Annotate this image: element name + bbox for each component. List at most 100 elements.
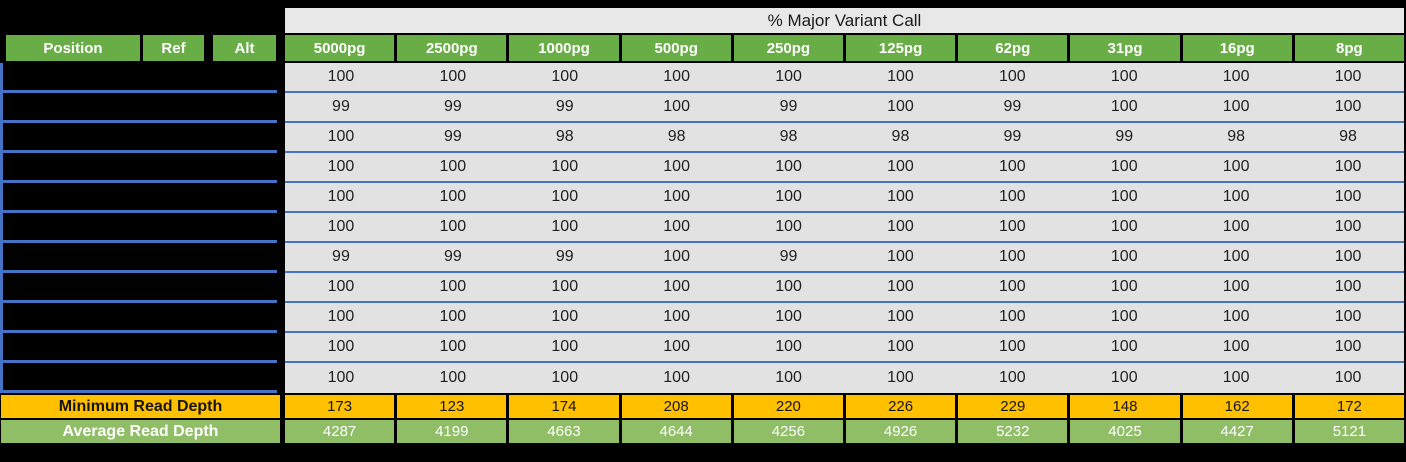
percent-variant-data-grid: 100 100 100 100 100 100 100 100 100 100 99 99 99 100 9… (285, 63, 1404, 393)
percent-value-cell: 100 (998, 308, 1026, 325)
percent-value-cell: 100 (887, 248, 914, 265)
percent-value-cell: 99 (332, 248, 350, 265)
percent-value-cell: 100 (1222, 278, 1250, 295)
percent-value-cell: 100 (327, 308, 355, 325)
percent-value-cell: 100 (1334, 98, 1362, 115)
column-header-16pg: 16pg (1182, 35, 1292, 61)
percent-value-cell: 100 (1334, 278, 1362, 295)
avg-read-depth-cell: 5121 (1294, 420, 1404, 443)
variant-row-11: 100 100 100 100 100 100 100 100 100 100 (285, 363, 1404, 393)
percent-value-cell: 99 (443, 98, 462, 115)
percent-value-cell: 100 (1334, 338, 1362, 355)
percent-value-cell: 100 (1110, 68, 1138, 85)
redacted-row (3, 123, 277, 153)
variant-row-6: 100 100 100 100 100 100 100 100 100 100 (285, 213, 1404, 243)
column-header-5000pg: 5000pg (285, 35, 395, 61)
avg-read-depth-cell: 4427 (1182, 420, 1292, 443)
column-header-2500pg: 2500pg (397, 35, 507, 61)
percent-value-cell: 100 (998, 338, 1026, 355)
percent-value-cell: 100 (887, 68, 914, 85)
percent-value-cell: 100 (1222, 68, 1250, 85)
column-header-62pg: 62pg (958, 35, 1068, 61)
percent-value-cell: 100 (1222, 308, 1250, 325)
min-read-depth-cell: 173 (285, 395, 395, 418)
percent-value-cell: 100 (887, 338, 914, 355)
minimum-read-depth-row: 173 123 174 208 220 226 229 148 162 172 (285, 395, 1404, 418)
variant-row-10: 100 100 100 100 100 100 100 100 100 100 (285, 333, 1404, 363)
percent-value-cell: 100 (998, 218, 1026, 235)
percent-value-cell: 100 (775, 218, 802, 235)
redacted-row (3, 213, 277, 243)
percent-value-cell: 100 (1222, 338, 1250, 355)
percent-value-cell: 100 (327, 218, 355, 235)
percent-value-cell: 100 (1334, 68, 1362, 85)
percent-value-cell: 100 (663, 98, 690, 115)
percent-value-cell: 98 (667, 128, 686, 145)
percent-value-cell: 100 (998, 158, 1026, 175)
variant-row-9: 100 100 100 100 100 100 100 100 100 100 (285, 303, 1404, 333)
percent-value-cell: 100 (775, 369, 802, 386)
percent-value-cell: 100 (439, 278, 467, 295)
percent-value-cell: 98 (891, 128, 910, 145)
percent-value-cell: 100 (551, 308, 579, 325)
variant-row-8: 100 100 100 100 100 100 100 100 100 100 (285, 273, 1404, 303)
percent-value-cell: 100 (551, 369, 579, 386)
column-header-250pg: 250pg (733, 35, 843, 61)
percent-value-cell: 100 (439, 218, 467, 235)
percent-value-cell: 100 (663, 158, 690, 175)
column-header-1000pg: 1000pg (509, 35, 619, 61)
percent-value-cell: 100 (1334, 188, 1362, 205)
percent-value-cell: 100 (1222, 369, 1250, 386)
percent-value-cell: 98 (555, 128, 574, 145)
percent-value-cell: 100 (551, 278, 579, 295)
percent-value-cell: 100 (1110, 218, 1138, 235)
percent-value-cell: 100 (1110, 278, 1138, 295)
min-read-depth-cell: 226 (845, 395, 956, 418)
avg-read-depth-cell: 4663 (509, 420, 619, 443)
sample-column-headers: 5000pg 2500pg 1000pg 500pg 250pg 125pg 62pg 31p… (285, 35, 1404, 61)
percent-value-cell: 98 (779, 128, 798, 145)
avg-read-depth-cell: 4199 (397, 420, 507, 443)
avg-read-depth-cell: 4287 (285, 420, 395, 443)
min-read-depth-cell: 174 (509, 395, 619, 418)
min-read-depth-cell: 172 (1294, 395, 1404, 418)
percent-value-cell: 100 (1110, 308, 1138, 325)
percent-value-cell: 100 (775, 188, 802, 205)
variant-row-3: 100 99 98 98 98 98 99 99 98 98 (285, 123, 1404, 153)
percent-value-cell: 100 (551, 158, 579, 175)
percent-value-cell: 99 (443, 248, 462, 265)
percent-value-cell: 100 (439, 158, 467, 175)
redacted-row (3, 333, 277, 363)
percent-value-cell: 100 (663, 68, 690, 85)
percent-value-cell: 100 (1110, 98, 1138, 115)
percent-value-cell: 100 (551, 218, 579, 235)
avg-read-depth-cell: 5232 (958, 420, 1068, 443)
redacted-row (3, 243, 277, 273)
percent-value-cell: 100 (1110, 188, 1138, 205)
percent-value-cell: 100 (439, 308, 467, 325)
percent-value-cell: 99 (443, 128, 462, 145)
min-read-depth-cell: 162 (1182, 395, 1292, 418)
average-read-depth-label: Average Read Depth (1, 420, 280, 443)
redacted-row (3, 303, 277, 333)
percent-value-cell: 100 (439, 338, 467, 355)
column-header-ref: Ref (143, 35, 204, 61)
percent-value-cell: 100 (327, 338, 355, 355)
percent-value-cell: 100 (998, 188, 1026, 205)
table-title: % Major Variant Call (285, 8, 1404, 33)
percent-value-cell: 100 (998, 248, 1026, 265)
percent-value-cell: 99 (1003, 98, 1022, 115)
percent-value-cell: 100 (663, 278, 690, 295)
min-read-depth-cell: 123 (397, 395, 507, 418)
min-read-depth-cell: 208 (621, 395, 731, 418)
avg-read-depth-cell: 4926 (845, 420, 956, 443)
percent-value-cell: 100 (663, 369, 690, 386)
percent-value-cell: 100 (1334, 248, 1362, 265)
percent-value-cell: 100 (1222, 98, 1250, 115)
column-header-8pg: 8pg (1294, 35, 1404, 61)
percent-value-cell: 99 (555, 98, 574, 115)
percent-value-cell: 100 (663, 188, 690, 205)
redacted-row (3, 153, 277, 183)
redacted-position-ref-alt-block (0, 63, 277, 393)
